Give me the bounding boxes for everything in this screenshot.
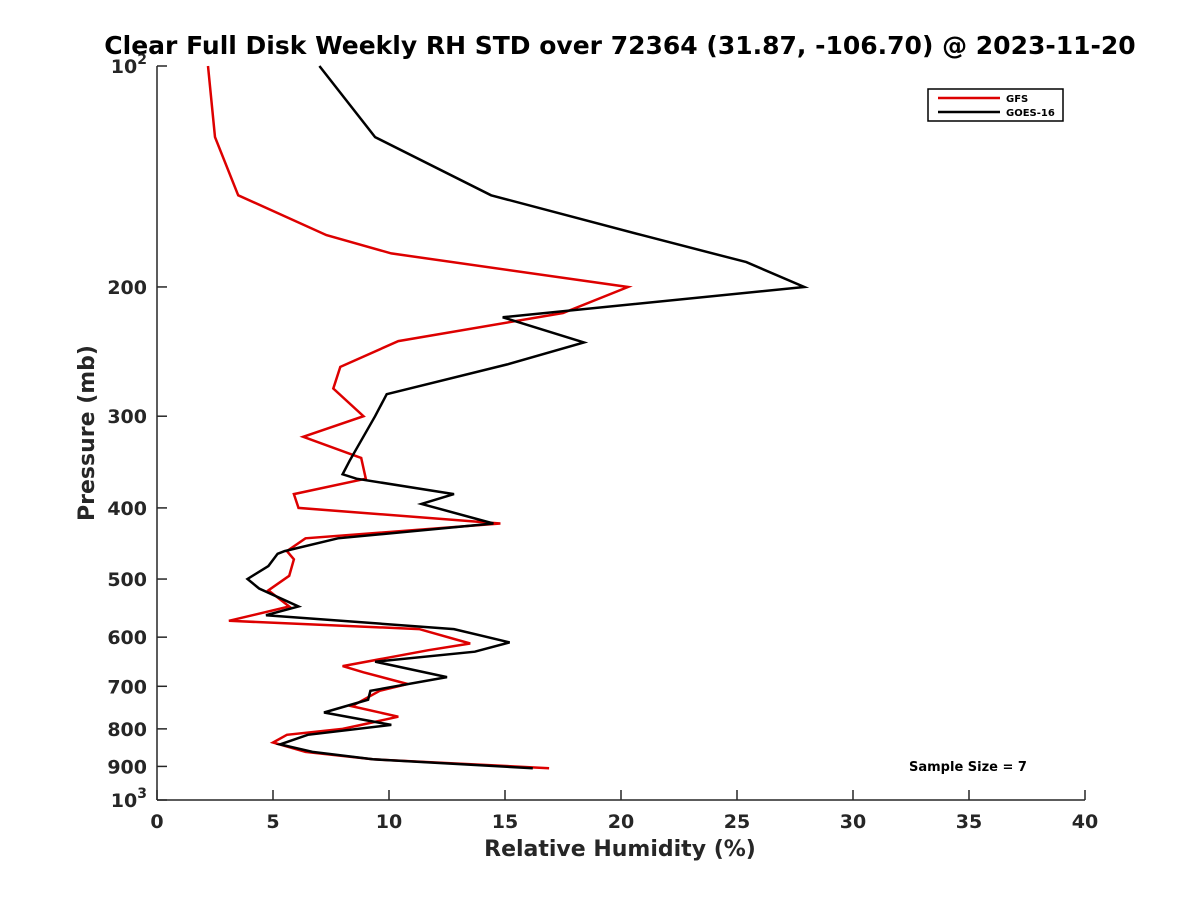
chart-title: Clear Full Disk Weekly RH STD over 72364… xyxy=(104,31,1135,60)
y-axis-label: Pressure (mb) xyxy=(75,345,100,521)
y-tick-label: 102 xyxy=(111,52,147,78)
x-tick-label: 30 xyxy=(840,811,866,833)
x-tick-label: 10 xyxy=(376,811,402,833)
x-tick-label: 25 xyxy=(724,811,750,833)
y-tick-label: 103 xyxy=(111,786,147,812)
x-tick-label: 35 xyxy=(956,811,982,833)
legend-label: GOES-16 xyxy=(1006,108,1055,119)
x-axis-label: Relative Humidity (%) xyxy=(484,837,756,862)
plot-lines xyxy=(206,65,810,770)
x-tick-label: 40 xyxy=(1072,811,1098,833)
y-tick-label: 500 xyxy=(107,569,147,591)
axes: 0 5 10 15 20 25 30 35 40 102 200 300 400 500 600 700 800… xyxy=(107,52,1098,833)
sample-size-annotation: Sample Size = 7 xyxy=(909,760,1027,775)
series-line-gfs xyxy=(206,65,633,770)
y-tick-label: 700 xyxy=(107,676,147,698)
y-tick-label: 600 xyxy=(107,627,147,649)
legend-box xyxy=(927,88,1064,122)
x-tick-label: 5 xyxy=(266,811,279,833)
legend: GFS GOES-16 xyxy=(927,88,1064,122)
y-tick-label: 400 xyxy=(107,498,147,520)
y-tick-label: 200 xyxy=(107,277,147,299)
x-tick-label: 15 xyxy=(492,811,518,833)
y-tick-label: 800 xyxy=(107,719,147,741)
y-tick-label: 300 xyxy=(107,406,147,428)
x-tick-label: 0 xyxy=(150,811,163,833)
legend-label: GFS xyxy=(1006,94,1028,105)
series-line-goes-16 xyxy=(245,65,810,770)
y-tick-label: 900 xyxy=(107,756,147,778)
x-tick-label: 20 xyxy=(608,811,634,833)
